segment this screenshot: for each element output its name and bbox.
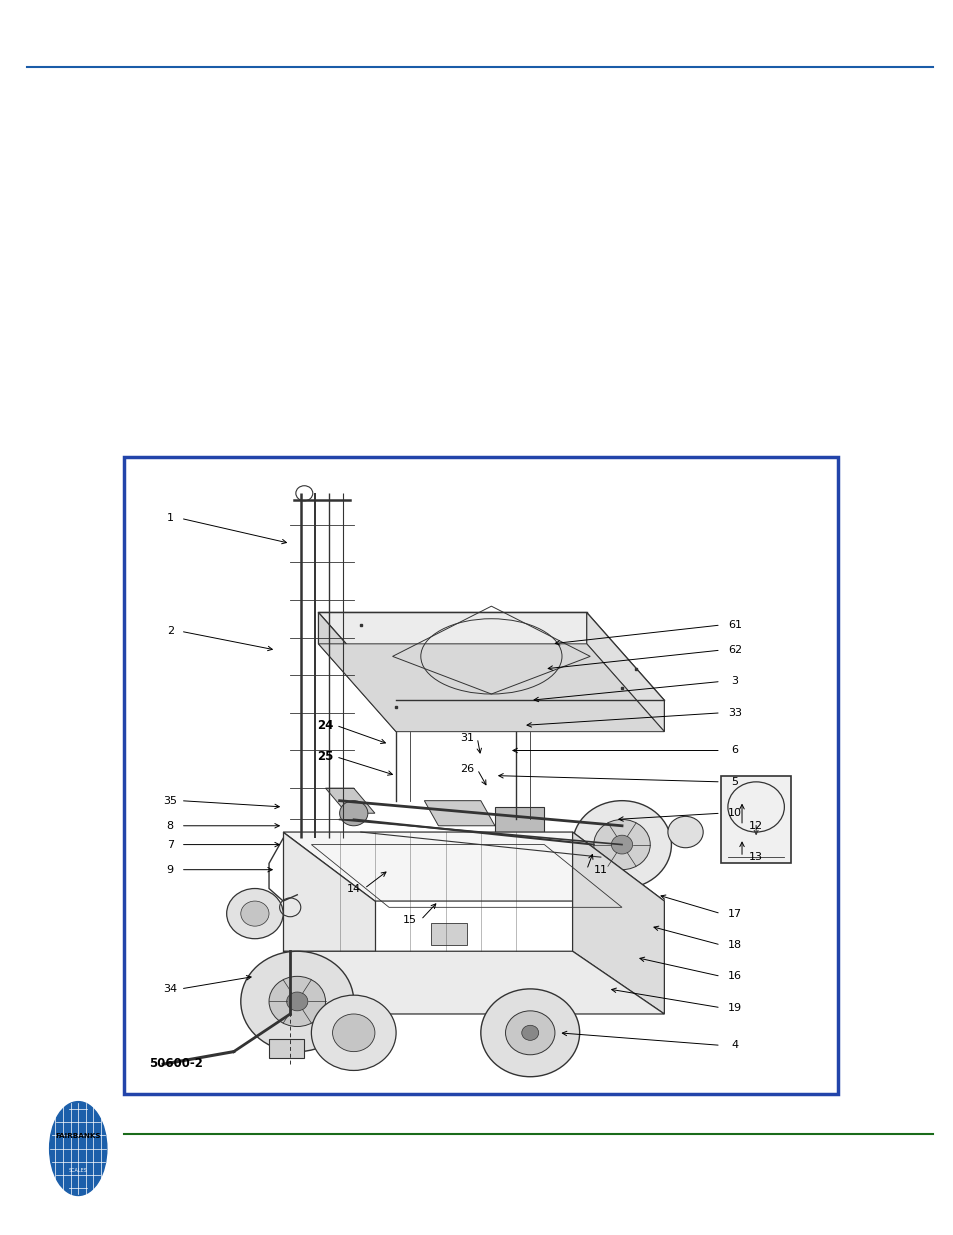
Text: 62: 62 — [727, 645, 741, 655]
Polygon shape — [424, 800, 495, 826]
Text: 24: 24 — [317, 719, 334, 732]
Text: 50600-2: 50600-2 — [149, 1057, 203, 1071]
Circle shape — [240, 902, 269, 926]
Text: 18: 18 — [727, 940, 741, 950]
Text: 5: 5 — [731, 777, 738, 787]
Bar — [495, 806, 544, 832]
Text: 15: 15 — [403, 915, 416, 925]
Text: 34: 34 — [163, 984, 177, 994]
Circle shape — [240, 951, 354, 1052]
Circle shape — [480, 989, 579, 1077]
Circle shape — [505, 1010, 555, 1055]
Bar — [269, 1039, 304, 1058]
Polygon shape — [318, 643, 663, 731]
Circle shape — [333, 1014, 375, 1052]
Text: 13: 13 — [748, 852, 762, 862]
Text: 9: 9 — [167, 864, 173, 874]
Text: 19: 19 — [727, 1003, 741, 1013]
Circle shape — [521, 1025, 538, 1040]
FancyBboxPatch shape — [124, 457, 837, 1094]
Polygon shape — [593, 820, 650, 845]
Circle shape — [339, 800, 368, 826]
Text: 61: 61 — [727, 620, 741, 630]
Text: 17: 17 — [727, 909, 741, 919]
Circle shape — [311, 995, 395, 1071]
Polygon shape — [586, 613, 663, 731]
Text: 14: 14 — [346, 883, 360, 893]
Text: 6: 6 — [731, 746, 738, 756]
Bar — [720, 776, 791, 863]
Text: 25: 25 — [317, 750, 334, 763]
Text: 35: 35 — [163, 795, 177, 805]
Circle shape — [667, 816, 702, 847]
Text: 10: 10 — [727, 808, 741, 819]
Circle shape — [227, 888, 283, 939]
Text: 4: 4 — [731, 1040, 738, 1050]
Text: 11: 11 — [593, 864, 607, 874]
Text: FAIRBANKS: FAIRBANKS — [55, 1134, 101, 1139]
Polygon shape — [283, 951, 663, 1014]
Text: 26: 26 — [459, 764, 474, 774]
Circle shape — [286, 992, 308, 1010]
Polygon shape — [318, 613, 663, 700]
Text: 33: 33 — [727, 708, 741, 718]
Circle shape — [269, 977, 325, 1026]
Bar — [431, 923, 466, 945]
Text: 2: 2 — [167, 626, 173, 636]
Text: 3: 3 — [731, 677, 738, 687]
Text: 7: 7 — [167, 840, 173, 850]
Polygon shape — [283, 832, 663, 902]
Text: 1: 1 — [167, 514, 173, 524]
Polygon shape — [318, 613, 395, 731]
Circle shape — [572, 800, 671, 888]
Text: 12: 12 — [748, 821, 762, 831]
Circle shape — [611, 835, 632, 855]
Polygon shape — [283, 832, 375, 951]
Text: 8: 8 — [167, 821, 173, 831]
Text: 31: 31 — [459, 732, 474, 743]
Text: 16: 16 — [727, 972, 741, 982]
Polygon shape — [325, 788, 375, 813]
Ellipse shape — [50, 1102, 107, 1195]
Text: SCALES: SCALES — [69, 1168, 88, 1173]
Circle shape — [593, 820, 650, 869]
Polygon shape — [572, 832, 663, 1014]
